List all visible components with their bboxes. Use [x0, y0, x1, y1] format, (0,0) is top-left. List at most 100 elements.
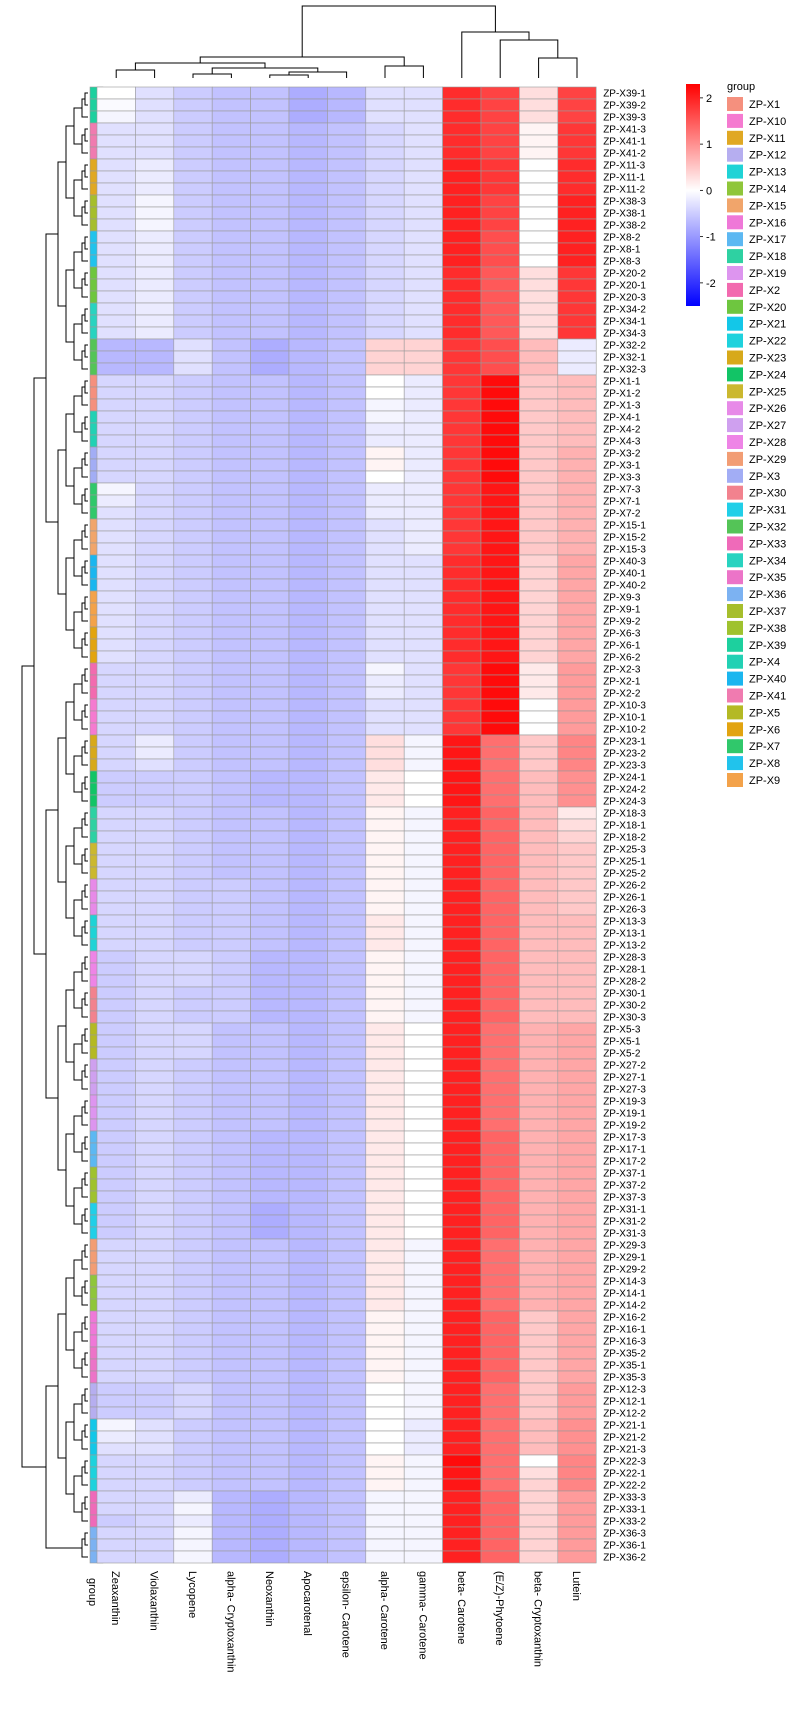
heatmap-cell	[442, 1250, 482, 1264]
heatmap-cell	[135, 1358, 175, 1372]
heatmap-cell	[403, 794, 443, 808]
heatmap-cell	[288, 134, 328, 148]
heatmap-cell	[327, 1466, 367, 1480]
heatmap-cell	[365, 686, 405, 700]
heatmap-cell	[480, 182, 520, 196]
heatmap-cell	[403, 614, 443, 628]
heatmap-cell	[403, 98, 443, 112]
heatmap-cell	[135, 710, 175, 724]
heatmap-cell	[480, 1334, 520, 1348]
heatmap-cell	[480, 962, 520, 976]
row-label: ZP-X41-3	[603, 125, 646, 136]
legend-swatch	[727, 705, 743, 720]
heatmap-cell	[288, 842, 328, 856]
heatmap-cell	[211, 542, 251, 556]
heatmap-cell	[173, 350, 213, 364]
heatmap-cell	[135, 1334, 175, 1348]
heatmap-cell	[288, 722, 328, 736]
heatmap-cell	[557, 446, 597, 460]
heatmap-cell	[96, 1046, 136, 1060]
heatmap-cell	[327, 278, 367, 292]
heatmap-cell	[173, 1418, 213, 1432]
heatmap-cell	[173, 446, 213, 460]
heatmap-cell	[211, 230, 251, 244]
heatmap-cell	[327, 290, 367, 304]
heatmap-cell	[211, 386, 251, 400]
heatmap-cell	[442, 1010, 482, 1024]
heatmap-cell	[173, 1178, 213, 1192]
heatmap-cell	[557, 134, 597, 148]
heatmap-cell	[327, 1238, 367, 1252]
heatmap-cell	[288, 554, 328, 568]
heatmap-cell	[211, 482, 251, 496]
dendrogram-branch	[84, 812, 88, 826]
row-label: ZP-X33-2	[603, 1517, 646, 1528]
heatmap-cell	[288, 1202, 328, 1216]
heatmap-cell	[557, 1442, 597, 1456]
heatmap-cell	[135, 1094, 175, 1108]
heatmap-cell	[96, 1118, 136, 1132]
heatmap-cell	[480, 374, 520, 388]
heatmap-cell	[250, 290, 290, 304]
heatmap-cell	[480, 638, 520, 652]
heatmap-cell	[480, 1046, 520, 1060]
heatmap-cell	[557, 722, 597, 736]
heatmap-cell	[403, 554, 443, 568]
heatmap-cell	[442, 914, 482, 928]
heatmap-cell	[557, 1310, 597, 1324]
heatmap-cell	[480, 1274, 520, 1288]
heatmap-cell	[442, 98, 482, 112]
heatmap-cell	[442, 1406, 482, 1420]
heatmap-cell	[365, 350, 405, 364]
heatmap-cell	[557, 962, 597, 976]
heatmap-cell	[211, 398, 251, 412]
heatmap-cell	[519, 98, 559, 112]
heatmap-cell	[365, 386, 405, 400]
heatmap-cell	[327, 362, 367, 376]
heatmap-cell	[288, 326, 328, 340]
heatmap-cell	[519, 1334, 559, 1348]
heatmap-cell	[96, 134, 136, 148]
heatmap-cell	[288, 1262, 328, 1276]
heatmap-cell	[327, 1262, 367, 1276]
dendrogram-branch	[73, 1475, 82, 1513]
heatmap-cell	[557, 302, 597, 316]
heatmap-cell	[288, 1406, 328, 1420]
column-label: Zeaxanthin	[109, 1571, 121, 1625]
heatmap-cell	[288, 590, 328, 604]
heatmap-cell	[519, 1358, 559, 1372]
heatmap-cell	[442, 314, 482, 328]
heatmap-cell	[288, 482, 328, 496]
heatmap-cell	[442, 518, 482, 532]
row-label: ZP-X18-2	[603, 833, 646, 844]
row-label: ZP-X39-3	[603, 113, 646, 124]
heatmap-cell	[96, 218, 136, 232]
heatmap-cell	[442, 1082, 482, 1096]
heatmap-cell	[327, 590, 367, 604]
heatmap-cell	[211, 590, 251, 604]
heatmap-cell	[442, 494, 482, 508]
heatmap-cell	[135, 338, 175, 352]
heatmap-cell	[211, 974, 251, 988]
heatmap-cell	[327, 470, 367, 484]
heatmap-cell	[557, 878, 597, 892]
heatmap-cell	[557, 842, 597, 856]
heatmap-cell	[442, 806, 482, 820]
heatmap-cell	[365, 1430, 405, 1444]
heatmap-cell	[250, 386, 290, 400]
heatmap-cell	[480, 1514, 520, 1528]
heatmap-cell	[403, 530, 443, 544]
heatmap-cell	[442, 710, 482, 724]
heatmap-cell	[442, 926, 482, 940]
heatmap-cell	[173, 1370, 213, 1384]
heatmap-cell	[480, 782, 520, 796]
heatmap-cell	[403, 1358, 443, 1372]
dendrogram-branch	[73, 107, 82, 145]
heatmap-cell	[557, 662, 597, 676]
heatmap-cell	[442, 890, 482, 904]
heatmap-cell	[442, 446, 482, 460]
heatmap-cell	[480, 1526, 520, 1540]
heatmap-cell	[480, 770, 520, 784]
heatmap-cell	[96, 1502, 136, 1516]
heatmap-cell	[173, 722, 213, 736]
